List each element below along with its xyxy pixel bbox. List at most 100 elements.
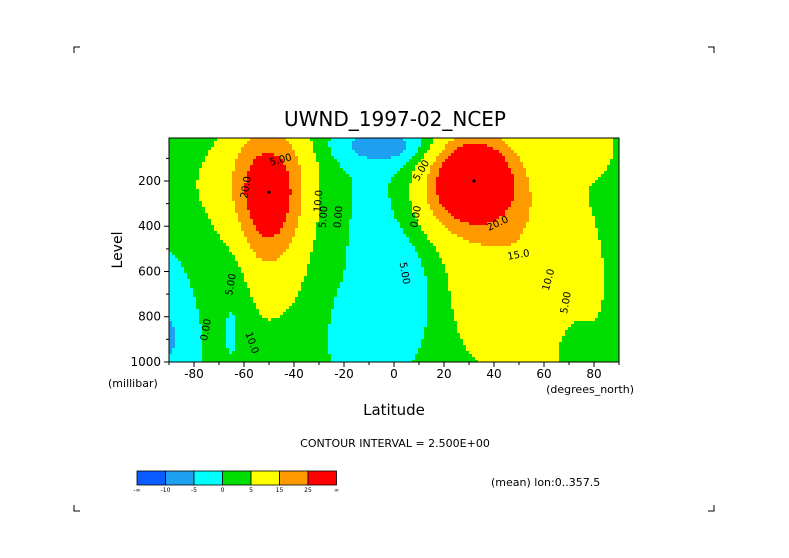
field-cell-1538 bbox=[283, 168, 287, 172]
field-cell-3077 bbox=[400, 198, 404, 202]
field-cell-4379 bbox=[256, 225, 260, 229]
field-cell-2330 bbox=[409, 183, 413, 187]
field-cell-354 bbox=[331, 144, 335, 148]
field-cell-758 bbox=[193, 153, 197, 157]
field-cell-1923 bbox=[538, 174, 542, 178]
field-cell-1773 bbox=[538, 171, 542, 175]
field-cell-2194 bbox=[451, 180, 455, 184]
field-cell-567 bbox=[520, 147, 524, 151]
field-cell-514 bbox=[361, 147, 365, 151]
field-cell-849 bbox=[466, 153, 470, 157]
field-cell-236 bbox=[427, 141, 431, 145]
field-cell-4378 bbox=[253, 225, 257, 229]
field-cell-947 bbox=[310, 156, 314, 160]
field-cell-3352 bbox=[325, 204, 329, 208]
field-cell-1827 bbox=[250, 174, 254, 178]
field-cell-1720 bbox=[379, 171, 383, 175]
field-cell-957 bbox=[340, 156, 344, 160]
field-cell-3907 bbox=[190, 216, 194, 220]
field-cell-1163 bbox=[508, 159, 512, 163]
field-cell-54 bbox=[331, 138, 335, 142]
field-cell-1351 bbox=[172, 165, 176, 169]
field-cell-3104 bbox=[481, 198, 485, 202]
field-cell-2944 bbox=[451, 195, 455, 199]
field-cell-3234 bbox=[421, 201, 425, 205]
field-cell-987 bbox=[430, 156, 434, 160]
field-cell-305 bbox=[184, 144, 188, 148]
field-cell-3916 bbox=[217, 216, 221, 220]
field-cell-3752 bbox=[175, 213, 179, 217]
field-cell-3557 bbox=[490, 207, 494, 211]
field-cell-2356 bbox=[487, 183, 491, 187]
field-cell-2897 bbox=[310, 195, 314, 199]
field-cell-645 bbox=[304, 150, 308, 154]
field-cell-2510 bbox=[499, 186, 503, 190]
field-cell-793 bbox=[298, 153, 302, 157]
field-cell-2183 bbox=[418, 180, 422, 184]
field-cell-26 bbox=[247, 138, 251, 142]
field-cell-828 bbox=[403, 153, 407, 157]
field-cell-2827 bbox=[550, 192, 554, 196]
field-cell-4507 bbox=[190, 228, 194, 232]
field-cell-1025 bbox=[544, 156, 548, 160]
field-cell-4099 bbox=[316, 219, 320, 223]
field-cell-2362 bbox=[505, 183, 509, 187]
field-cell-1572 bbox=[385, 168, 389, 172]
field-cell-169 bbox=[226, 141, 230, 145]
field-cell-716 bbox=[517, 150, 521, 154]
field-cell-4071 bbox=[232, 219, 236, 223]
field-cell-4544 bbox=[301, 228, 305, 232]
field-cell-1369 bbox=[226, 165, 230, 169]
field-cell-2724 bbox=[241, 192, 245, 196]
field-cell-3900 bbox=[169, 216, 173, 220]
field-cell-1165 bbox=[514, 159, 518, 163]
field-cell-3695 bbox=[454, 210, 458, 214]
field-cell-3429 bbox=[556, 204, 560, 208]
field-cell-4623 bbox=[538, 228, 542, 232]
field-cell-3793 bbox=[298, 213, 302, 217]
field-cell-89 bbox=[436, 138, 440, 142]
field-cell-1870 bbox=[379, 174, 383, 178]
field-cell-104 bbox=[481, 138, 485, 142]
field-cell-2380 bbox=[559, 183, 563, 187]
field-cell-803 bbox=[328, 153, 332, 157]
field-cell-3453 bbox=[178, 207, 182, 211]
field-cell-1090 bbox=[289, 159, 293, 163]
field-cell-3026 bbox=[247, 198, 251, 202]
field-cell-1549 bbox=[316, 168, 320, 172]
field-cell-1529 bbox=[256, 168, 260, 172]
field-cell-4015 bbox=[514, 216, 518, 220]
field-cell-304 bbox=[181, 144, 185, 148]
field-cell-385 bbox=[424, 144, 428, 148]
field-cell-74 bbox=[391, 138, 395, 142]
field-cell-1622 bbox=[535, 168, 539, 172]
field-cell-1028 bbox=[553, 156, 557, 160]
field-cell-4403 bbox=[328, 225, 332, 229]
field-cell-3687 bbox=[430, 210, 434, 214]
field-cell-4883 bbox=[418, 234, 422, 238]
field-cell-319 bbox=[226, 144, 230, 148]
field-cell-2985 bbox=[574, 195, 578, 199]
field-cell-538 bbox=[433, 147, 437, 151]
field-cell-260 bbox=[499, 141, 503, 145]
field-cell-4801 bbox=[172, 234, 176, 238]
field-cell-1485 bbox=[574, 165, 578, 169]
field-cell-2423 bbox=[238, 186, 242, 190]
field-cell-967 bbox=[370, 156, 374, 160]
field-cell-1970 bbox=[229, 177, 233, 181]
field-cell-4868 bbox=[373, 234, 377, 238]
field-cell-438 bbox=[583, 144, 587, 148]
field-cell-2378 bbox=[553, 183, 557, 187]
field-cell-4111 bbox=[352, 219, 356, 223]
field-cell-272 bbox=[535, 141, 539, 145]
field-cell-4025 bbox=[544, 216, 548, 220]
field-cell-1882 bbox=[415, 174, 419, 178]
field-cell-247 bbox=[460, 141, 464, 145]
field-cell-1836 bbox=[277, 174, 281, 178]
field-cell-3547 bbox=[460, 207, 464, 211]
field-cell-360 bbox=[349, 144, 353, 148]
field-cell-4011 bbox=[502, 216, 506, 220]
field-cell-2514 bbox=[511, 186, 515, 190]
field-cell-4475 bbox=[544, 225, 548, 229]
field-cell-2398 bbox=[613, 183, 617, 187]
